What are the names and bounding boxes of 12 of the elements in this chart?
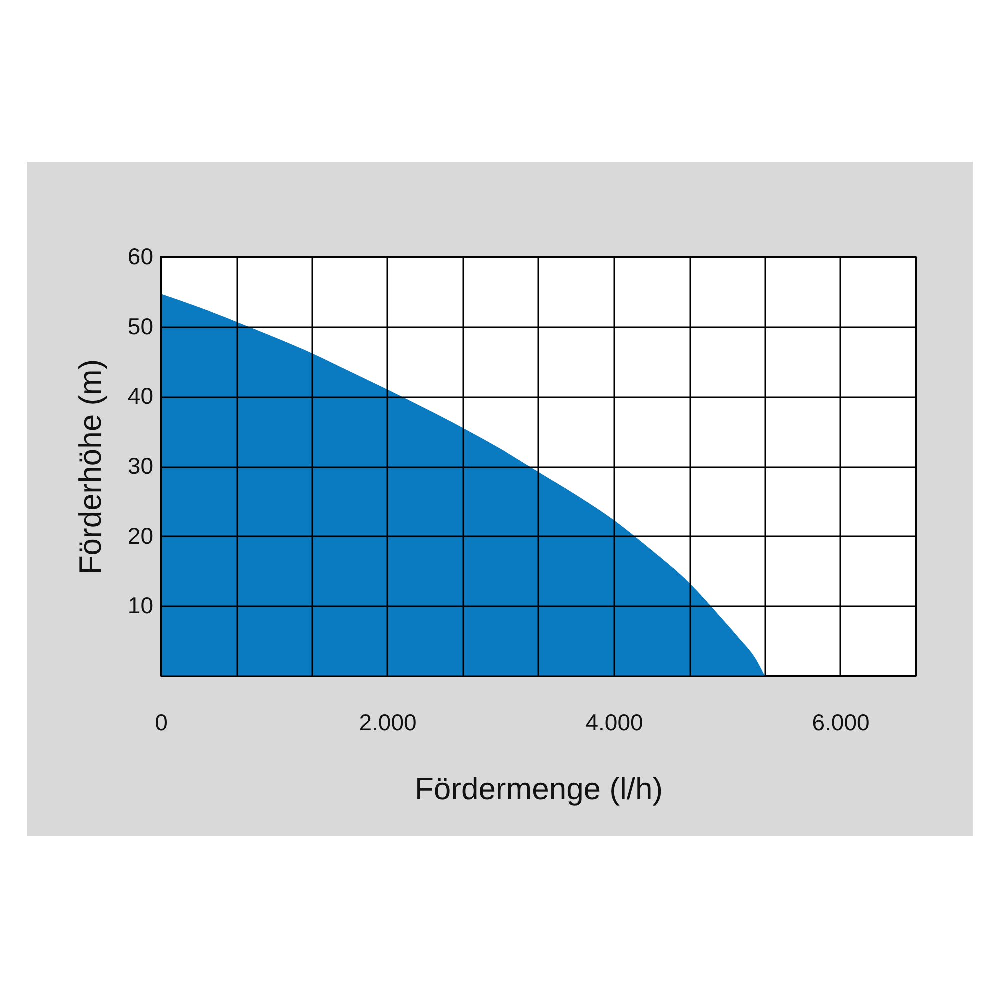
y-axis-title: Förderhöhe (m): [72, 359, 108, 575]
y-tick-label: 30: [128, 453, 154, 479]
x-tick-label: 4.000: [586, 710, 644, 736]
x-tick-label: 2.000: [359, 710, 417, 736]
x-tick-label: 0: [155, 710, 168, 736]
y-tick-label: 60: [128, 244, 154, 270]
x-tick-label: 6.000: [812, 710, 870, 736]
y-tick-label: 10: [128, 592, 154, 619]
x-axis-title: Fördermenge (l/h): [414, 772, 664, 806]
y-tick-label: 40: [128, 383, 154, 410]
y-tick-label: 20: [128, 522, 154, 549]
y-tick-label: 50: [128, 313, 154, 340]
